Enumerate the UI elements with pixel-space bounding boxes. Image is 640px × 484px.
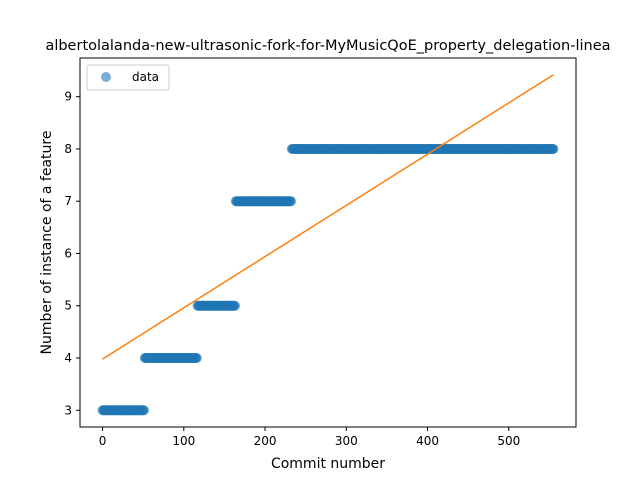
data-points — [97, 143, 559, 416]
y-tick-label: 9 — [64, 90, 72, 104]
y-axis-ticks: 3 4 5 6 7 8 9 — [64, 90, 80, 417]
legend-label-data: data — [132, 70, 159, 84]
y-tick-label: 8 — [64, 142, 72, 156]
x-tick-label: 300 — [335, 434, 358, 448]
data-point — [229, 300, 240, 311]
data-point — [138, 405, 149, 416]
x-tick-label: 100 — [172, 434, 195, 448]
x-tick-label: 400 — [416, 434, 439, 448]
chart-title: albertolalanda-new-ultrasonic-fork-for-M… — [45, 38, 610, 54]
fit-line-layer — [102, 74, 554, 360]
y-tick-label: 4 — [64, 351, 72, 365]
data-point — [191, 353, 202, 364]
legend-box — [86, 64, 170, 91]
x-tick-label: 500 — [497, 434, 520, 448]
legend: data — [86, 64, 170, 91]
data-point — [548, 143, 559, 154]
plot-frame — [79, 57, 577, 428]
x-axis-ticks: 0 100 200 300 400 500 — [99, 427, 520, 448]
y-tick-label: 5 — [64, 299, 72, 313]
x-axis-label: Commit number — [271, 456, 385, 472]
y-tick-label: 6 — [64, 246, 72, 260]
y-axis-label: Number of instance of a feature — [39, 131, 55, 355]
legend-marker-data — [101, 72, 111, 82]
y-tick-label: 3 — [64, 403, 72, 417]
data-point — [286, 196, 297, 207]
y-tick-label: 7 — [64, 194, 72, 208]
x-tick-label: 200 — [254, 434, 277, 448]
fit-line — [102, 74, 554, 360]
x-tick-label: 0 — [99, 434, 107, 448]
